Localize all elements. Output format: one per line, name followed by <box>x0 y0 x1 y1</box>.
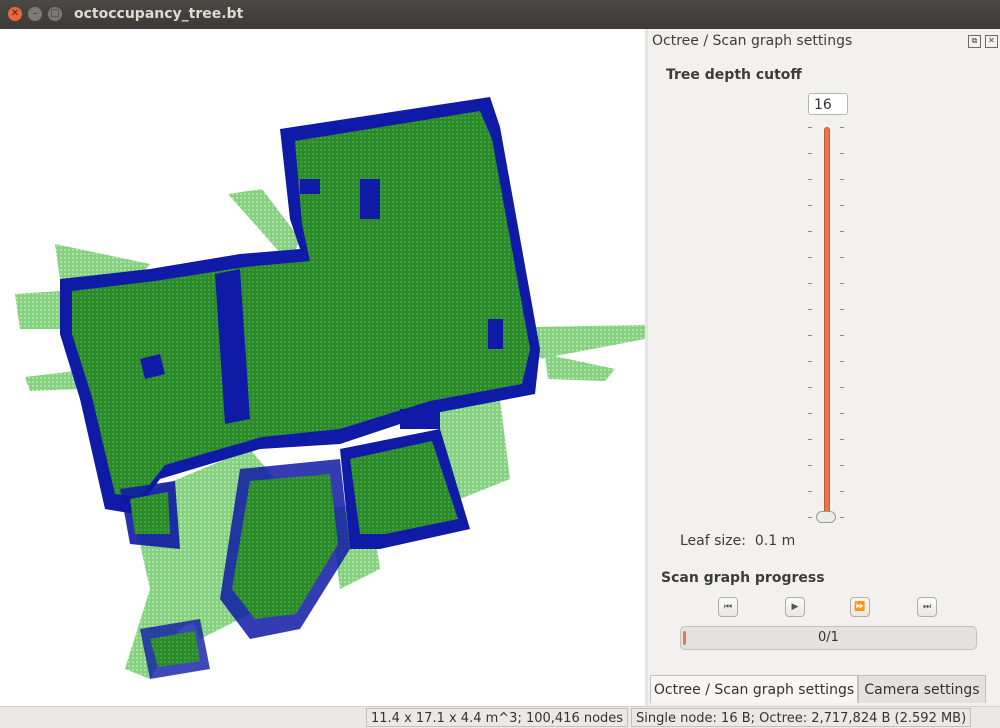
progress-fill <box>683 631 686 645</box>
window-title: octoccupancy_tree.bt <box>74 6 244 22</box>
tab-camera-settings[interactable]: Camera settings <box>858 675 986 703</box>
slider-tick <box>840 309 844 310</box>
fast-forward-icon: ⏩ <box>854 602 866 612</box>
scan-graph-label: Scan graph progress <box>661 570 825 586</box>
slider-tick <box>840 465 844 466</box>
status-bar: 11.4 x 17.1 x 4.4 m^3; 100,416 nodes Sin… <box>0 706 1000 728</box>
slider-tick <box>840 387 844 388</box>
settings-dock: Octree / Scan graph settings ⧉ ✕ Tree de… <box>648 29 1000 706</box>
occupied-voxels <box>60 97 540 679</box>
slider-tick <box>808 283 812 284</box>
slider-tick <box>840 491 844 492</box>
slider-tick <box>840 231 844 232</box>
slider-tick <box>808 153 812 154</box>
window-titlebar: ✕ – □ octoccupancy_tree.bt <box>0 0 1000 29</box>
tree-depth-slider[interactable] <box>824 127 830 517</box>
slider-tick <box>840 517 844 518</box>
tab-octree-settings[interactable]: Octree / Scan graph settings <box>650 675 858 703</box>
progress-text: 0/1 <box>818 630 839 645</box>
slider-tick <box>840 179 844 180</box>
octree-rendering <box>15 97 645 679</box>
status-memory: Single node: 16 B; Octree: 2,717,824 B (… <box>631 708 972 727</box>
slider-tick <box>840 127 844 128</box>
slider-tick <box>840 439 844 440</box>
slider-tick <box>840 283 844 284</box>
slider-tick <box>808 413 812 414</box>
minimize-window-button[interactable]: – <box>28 7 42 21</box>
slider-tick <box>808 205 812 206</box>
fast-forward-button[interactable]: ⏩ <box>850 597 870 617</box>
slider-tick <box>808 465 812 466</box>
skip-back-button[interactable]: ⏮ <box>718 597 738 617</box>
dock-float-icon[interactable]: ⧉ <box>968 35 981 48</box>
tree-depth-label: Tree depth cutoff <box>666 67 802 83</box>
scan-graph-progress-bar: 0/1 <box>680 626 977 650</box>
slider-tick <box>840 361 844 362</box>
maximize-window-button[interactable]: □ <box>48 7 62 21</box>
octree-3d-viewport[interactable] <box>0 29 645 706</box>
leaf-size-value: 0.1 m <box>754 533 796 549</box>
tree-depth-spinbox[interactable]: 16 <box>808 93 848 115</box>
slider-tick <box>808 387 812 388</box>
slider-tick <box>808 231 812 232</box>
skip-back-icon: ⏮ <box>723 602 733 612</box>
slider-tick <box>808 517 812 518</box>
slider-tick <box>808 361 812 362</box>
leaf-size-text: Leaf size: 0.1 m <box>680 533 795 549</box>
slider-tick <box>840 205 844 206</box>
dock-splitter[interactable] <box>645 29 648 706</box>
leaf-size-label: Leaf size: <box>680 533 746 549</box>
skip-forward-button[interactable]: ⏭ <box>917 597 937 617</box>
slider-tick <box>808 439 812 440</box>
slider-tick <box>840 335 844 336</box>
slider-tick <box>808 335 812 336</box>
dock-title: Octree / Scan graph settings <box>652 33 853 49</box>
slider-tick <box>808 309 812 310</box>
close-window-button[interactable]: ✕ <box>8 7 22 21</box>
slider-tick <box>840 153 844 154</box>
tree-depth-slider-handle[interactable] <box>816 511 836 523</box>
status-dimensions: 11.4 x 17.1 x 4.4 m^3; 100,416 nodes <box>366 708 629 727</box>
play-icon: ▶ <box>791 602 799 612</box>
slider-tick <box>808 179 812 180</box>
slider-tick <box>840 413 844 414</box>
skip-forward-icon: ⏭ <box>922 602 932 612</box>
slider-tick <box>808 257 812 258</box>
dock-close-icon[interactable]: ✕ <box>985 35 998 48</box>
slider-tick <box>840 257 844 258</box>
slider-tick <box>808 127 812 128</box>
slider-tick <box>808 491 812 492</box>
play-button[interactable]: ▶ <box>785 597 805 617</box>
